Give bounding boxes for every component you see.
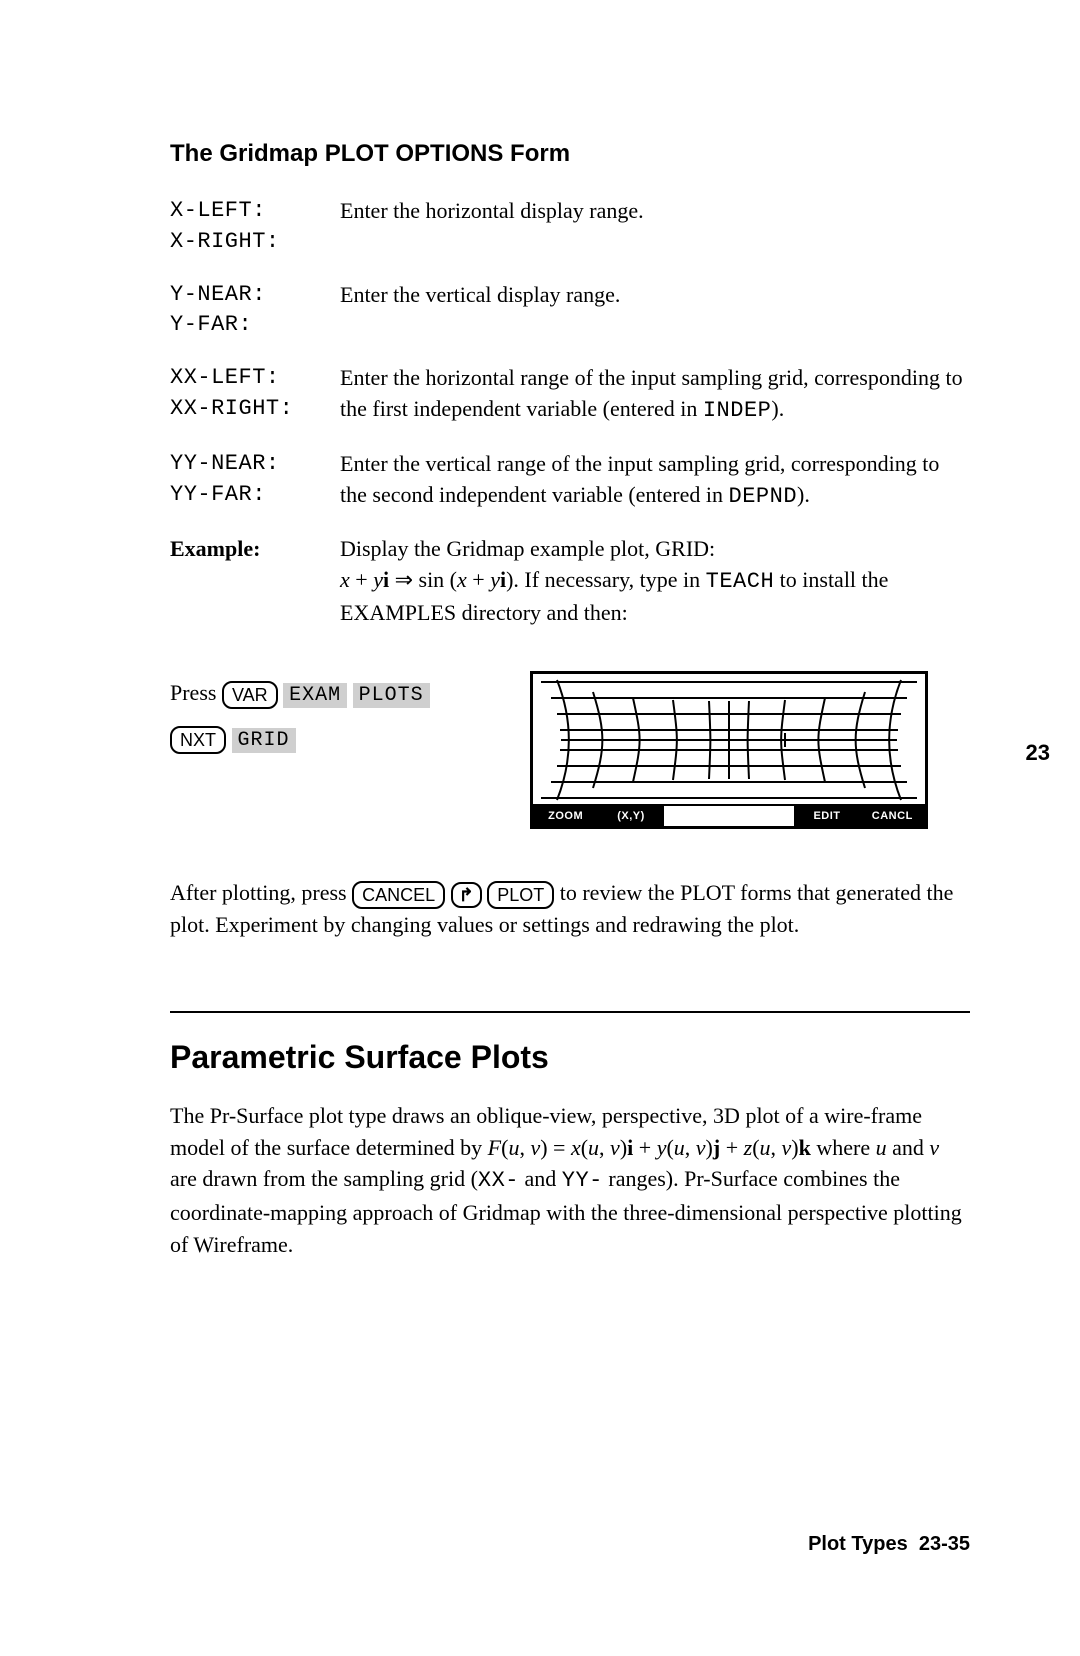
definition-description: Enter the horizontal range of the input … (340, 363, 970, 449)
example-description: Display the Gridmap example plot, GRID:x… (340, 534, 970, 650)
definition-label: XX-LEFT: XX-RIGHT: (170, 363, 340, 449)
menu-item: (X,Y) (598, 806, 663, 826)
softkey-plots: PLOTS (353, 683, 430, 708)
key-var: VAR (222, 681, 278, 709)
screen-menu-bar: ZOOM(X,Y) EDITCANCL (533, 804, 925, 826)
after-plotting-text: After plotting, press CANCEL ↱ PLOT to r… (170, 877, 970, 941)
page-footer: Plot Types 23-35 (808, 1533, 970, 1556)
section-heading-parametric: Parametric Surface Plots (170, 1039, 970, 1076)
softkey-grid: GRID (232, 728, 296, 753)
menu-item: CANCL (860, 806, 925, 826)
softkey-exam: EXAM (283, 683, 347, 708)
gridmap-plot (533, 674, 925, 804)
definition-description: Enter the horizontal display range. (340, 196, 970, 280)
key-nxt: NXT (170, 726, 226, 754)
menu-item (664, 806, 729, 826)
definition-description: Enter the vertical range of the input sa… (340, 449, 970, 535)
definition-label: YY-NEAR: YY-FAR: (170, 449, 340, 535)
side-page-number: 23 (1026, 740, 1050, 766)
menu-item (729, 806, 794, 826)
menu-item: EDIT (794, 806, 859, 826)
definition-description: Enter the vertical display range. (340, 280, 970, 364)
press-instructions: Press VAR EXAM PLOTS NXT GRID (170, 671, 510, 761)
definitions-table: X-LEFT: X-RIGHT:Enter the horizontal dis… (170, 196, 970, 651)
section-title-gridmap-options: The Gridmap PLOT OPTIONS Form (170, 140, 970, 168)
parametric-body-text: The Pr-Surface plot type draws an obliqu… (170, 1100, 970, 1261)
section-divider (170, 1011, 970, 1013)
calculator-screen: ZOOM(X,Y) EDITCANCL (530, 671, 928, 829)
definition-label: Y-NEAR: Y-FAR: (170, 280, 340, 364)
definition-label: X-LEFT: X-RIGHT: (170, 196, 340, 280)
menu-item: ZOOM (533, 806, 598, 826)
example-label: Example: (170, 534, 340, 650)
